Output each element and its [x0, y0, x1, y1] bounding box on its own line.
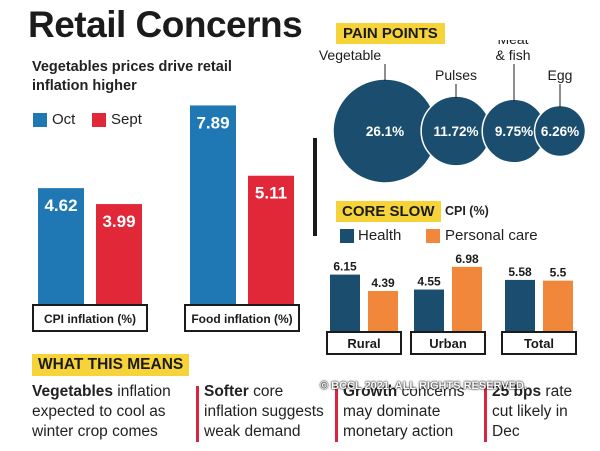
watermark: © BCCL 2021. ALL RIGHTS RESERVED. — [320, 380, 527, 392]
bar-label: 5.11 — [255, 184, 287, 203]
core-bar-0-0 — [330, 274, 360, 332]
legend-label-oct: Oct — [52, 111, 76, 128]
pain-points-header: PAIN POINTS — [336, 23, 445, 44]
means-item-3: Growth concerns may dominate monetary ac… — [343, 383, 465, 440]
core-bar-label: 5.5 — [550, 266, 567, 280]
core-bar-label: 6.15 — [333, 260, 357, 274]
bubble-name: Egg — [548, 67, 573, 83]
category-label: CPI inflation (%) — [44, 312, 136, 326]
core-bar-0-2 — [505, 279, 535, 332]
column-divider — [313, 138, 317, 236]
core-category-label: Urban — [429, 336, 467, 351]
legend-swatch-health — [340, 229, 354, 243]
core-category-label: Rural — [347, 336, 380, 351]
bar-label: 4.62 — [44, 196, 77, 215]
legend-label-health: Health — [358, 227, 402, 244]
core-category-box-1 — [410, 331, 486, 355]
core-bar-1-2 — [543, 280, 573, 332]
bubble-name: Meat — [497, 40, 528, 47]
legend-label-sept: Sept — [111, 111, 142, 128]
pain-points-bubbles: 26.1% Vegetable 11.72% Pulses 9.75% Meat& fis… — [319, 40, 587, 184]
core-bar-label: 4.55 — [417, 275, 441, 289]
means-item-4: 25 bps rate cut likely in Dec — [492, 383, 573, 440]
core-bar-label: 5.58 — [508, 265, 532, 279]
core-bar-label: 6.98 — [455, 252, 479, 266]
core-bar-1-0 — [368, 291, 398, 332]
bar-label: 7.89 — [196, 113, 229, 132]
core-slow-ylabel: CPI (%) — [445, 204, 489, 218]
legend-label-personal-care: Personal care — [445, 227, 538, 244]
means-item-1: Vegetables inflation expected to cool as… — [32, 383, 171, 440]
bubble-name: Pulses — [435, 67, 477, 83]
core-bar-0-1 — [414, 289, 444, 332]
core-slow-header: CORE SLOW — [336, 201, 441, 222]
what-this-means-header: WHAT THIS MEANS — [32, 354, 190, 376]
legend-swatch-sept — [92, 113, 106, 127]
bar-label: 3.99 — [102, 212, 135, 231]
core-category-box-2 — [501, 331, 577, 355]
bubble-name: & fish — [495, 47, 530, 63]
bubble-value: 11.72% — [433, 124, 478, 139]
bubble-value: 9.75% — [495, 124, 533, 139]
bubble-value: 6.26% — [541, 124, 579, 139]
bubble-value: 26.1% — [366, 124, 404, 139]
legend-swatch-personal-care — [426, 229, 440, 243]
bubble-name: Vegetable — [319, 47, 381, 63]
means-separator-3 — [484, 386, 487, 442]
left-chart-title: Vegetables prices drive retail inflation… — [32, 59, 232, 94]
means-item-2: Softer core inflation suggests weak dema… — [204, 383, 324, 440]
bar-oct-0 — [38, 188, 84, 305]
core-category-label: Total — [524, 336, 554, 351]
page-title: Retail Concerns — [28, 4, 303, 45]
category-box-1 — [184, 304, 300, 332]
means-separator-2 — [335, 386, 338, 442]
core-bar-1-1 — [452, 266, 482, 332]
bar-oct-1 — [190, 105, 236, 305]
legend-swatch-oct — [33, 113, 47, 127]
core-category-box-0 — [326, 331, 402, 355]
bar-sept-0 — [96, 204, 142, 305]
means-separator-1 — [196, 386, 199, 442]
left-bar-chart: 4.62 3.99 CPI inflation (%) 7.89 5.11 Food in… — [32, 105, 300, 332]
category-label: Food inflation (%) — [191, 312, 292, 326]
core-bar-label: 4.39 — [371, 276, 395, 290]
core-slow-bar-chart: 6.15 4.39 Rural 4.55 6.98 Urban 5.58 5.5 Total — [326, 252, 577, 355]
category-box-0 — [32, 304, 148, 332]
bar-sept-1 — [248, 175, 294, 305]
